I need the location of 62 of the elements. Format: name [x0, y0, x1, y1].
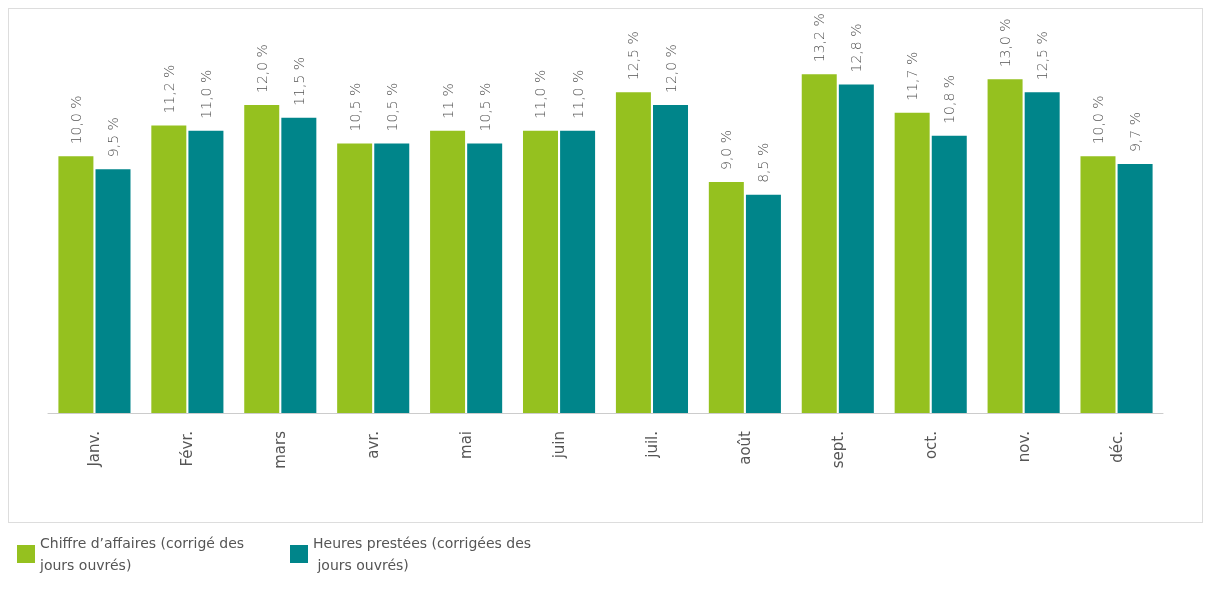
bar: [467, 143, 503, 413]
bar: [894, 112, 930, 413]
data-label: 8,5 %: [755, 142, 772, 183]
data-label: 13,2 %: [811, 13, 828, 63]
legend-label: Heures prestées (corrigées des jours ouvrés): [313, 535, 532, 573]
bar: [151, 125, 187, 413]
legend-label: Chiffre d’affaires (corrigé des jours ouvrés): [39, 535, 249, 573]
bar: [95, 169, 131, 413]
data-label: 12,8 %: [848, 23, 865, 73]
data-label: 12,0 %: [253, 44, 270, 93]
bar: [653, 105, 689, 413]
bar: [931, 135, 967, 413]
bar: [987, 79, 1023, 413]
bar: [188, 130, 224, 413]
bar: [374, 143, 410, 413]
data-label: 10,5 %: [383, 82, 400, 132]
data-label: 11,0 %: [197, 69, 214, 119]
bar: [1117, 164, 1153, 413]
bar: [801, 74, 837, 413]
data-label: 9,0 %: [718, 129, 735, 170]
x-tick-label: juin: [550, 431, 569, 460]
x-tick-label: Févr.: [178, 431, 197, 467]
x-tick-label: mai: [457, 431, 476, 459]
data-label: 11,5 %: [290, 56, 307, 106]
bar: [708, 182, 744, 413]
data-label: 11,0 %: [532, 69, 549, 119]
bar: [560, 130, 596, 413]
data-label: 11,2 %: [160, 64, 177, 114]
x-tick-label: nov.: [1014, 431, 1033, 463]
data-label: 10,0 %: [67, 95, 84, 145]
bar: [430, 130, 466, 413]
data-label: 12,5 %: [625, 31, 642, 81]
x-tick-label: mars: [271, 430, 290, 469]
data-label: 9,5 %: [105, 117, 122, 158]
x-tick-label: Janv.: [85, 431, 104, 468]
data-label: 12,0 %: [662, 44, 679, 93]
x-tick-label: déc.: [1107, 431, 1126, 463]
bar: [281, 117, 317, 413]
bar: [615, 92, 651, 413]
x-tick-label: oct.: [921, 431, 940, 460]
bar: [58, 156, 94, 413]
data-label: 10,8 %: [941, 74, 958, 124]
bar: [745, 194, 781, 413]
data-label: 10,0 %: [1089, 95, 1106, 145]
bar: [1080, 156, 1116, 413]
bar: [838, 84, 874, 413]
x-tick-label: août: [735, 430, 754, 465]
data-label: 11,7 %: [904, 51, 921, 101]
data-label: 9,7 %: [1127, 112, 1144, 153]
data-label: 11 %: [439, 83, 456, 119]
x-tick-label: avr.: [364, 431, 383, 459]
data-label: 12,5 %: [1034, 31, 1051, 81]
x-tick-label: juil.: [642, 431, 661, 459]
data-label: 10,5 %: [346, 82, 363, 132]
data-label: 13,0 %: [997, 18, 1014, 68]
bar: [1024, 92, 1060, 413]
data-label: 10,5 %: [476, 82, 493, 132]
bar: [337, 143, 373, 413]
bar: [244, 105, 280, 413]
bar: [522, 130, 558, 413]
x-tick-label: sept.: [828, 431, 847, 469]
data-label: 11,0 %: [569, 69, 586, 119]
